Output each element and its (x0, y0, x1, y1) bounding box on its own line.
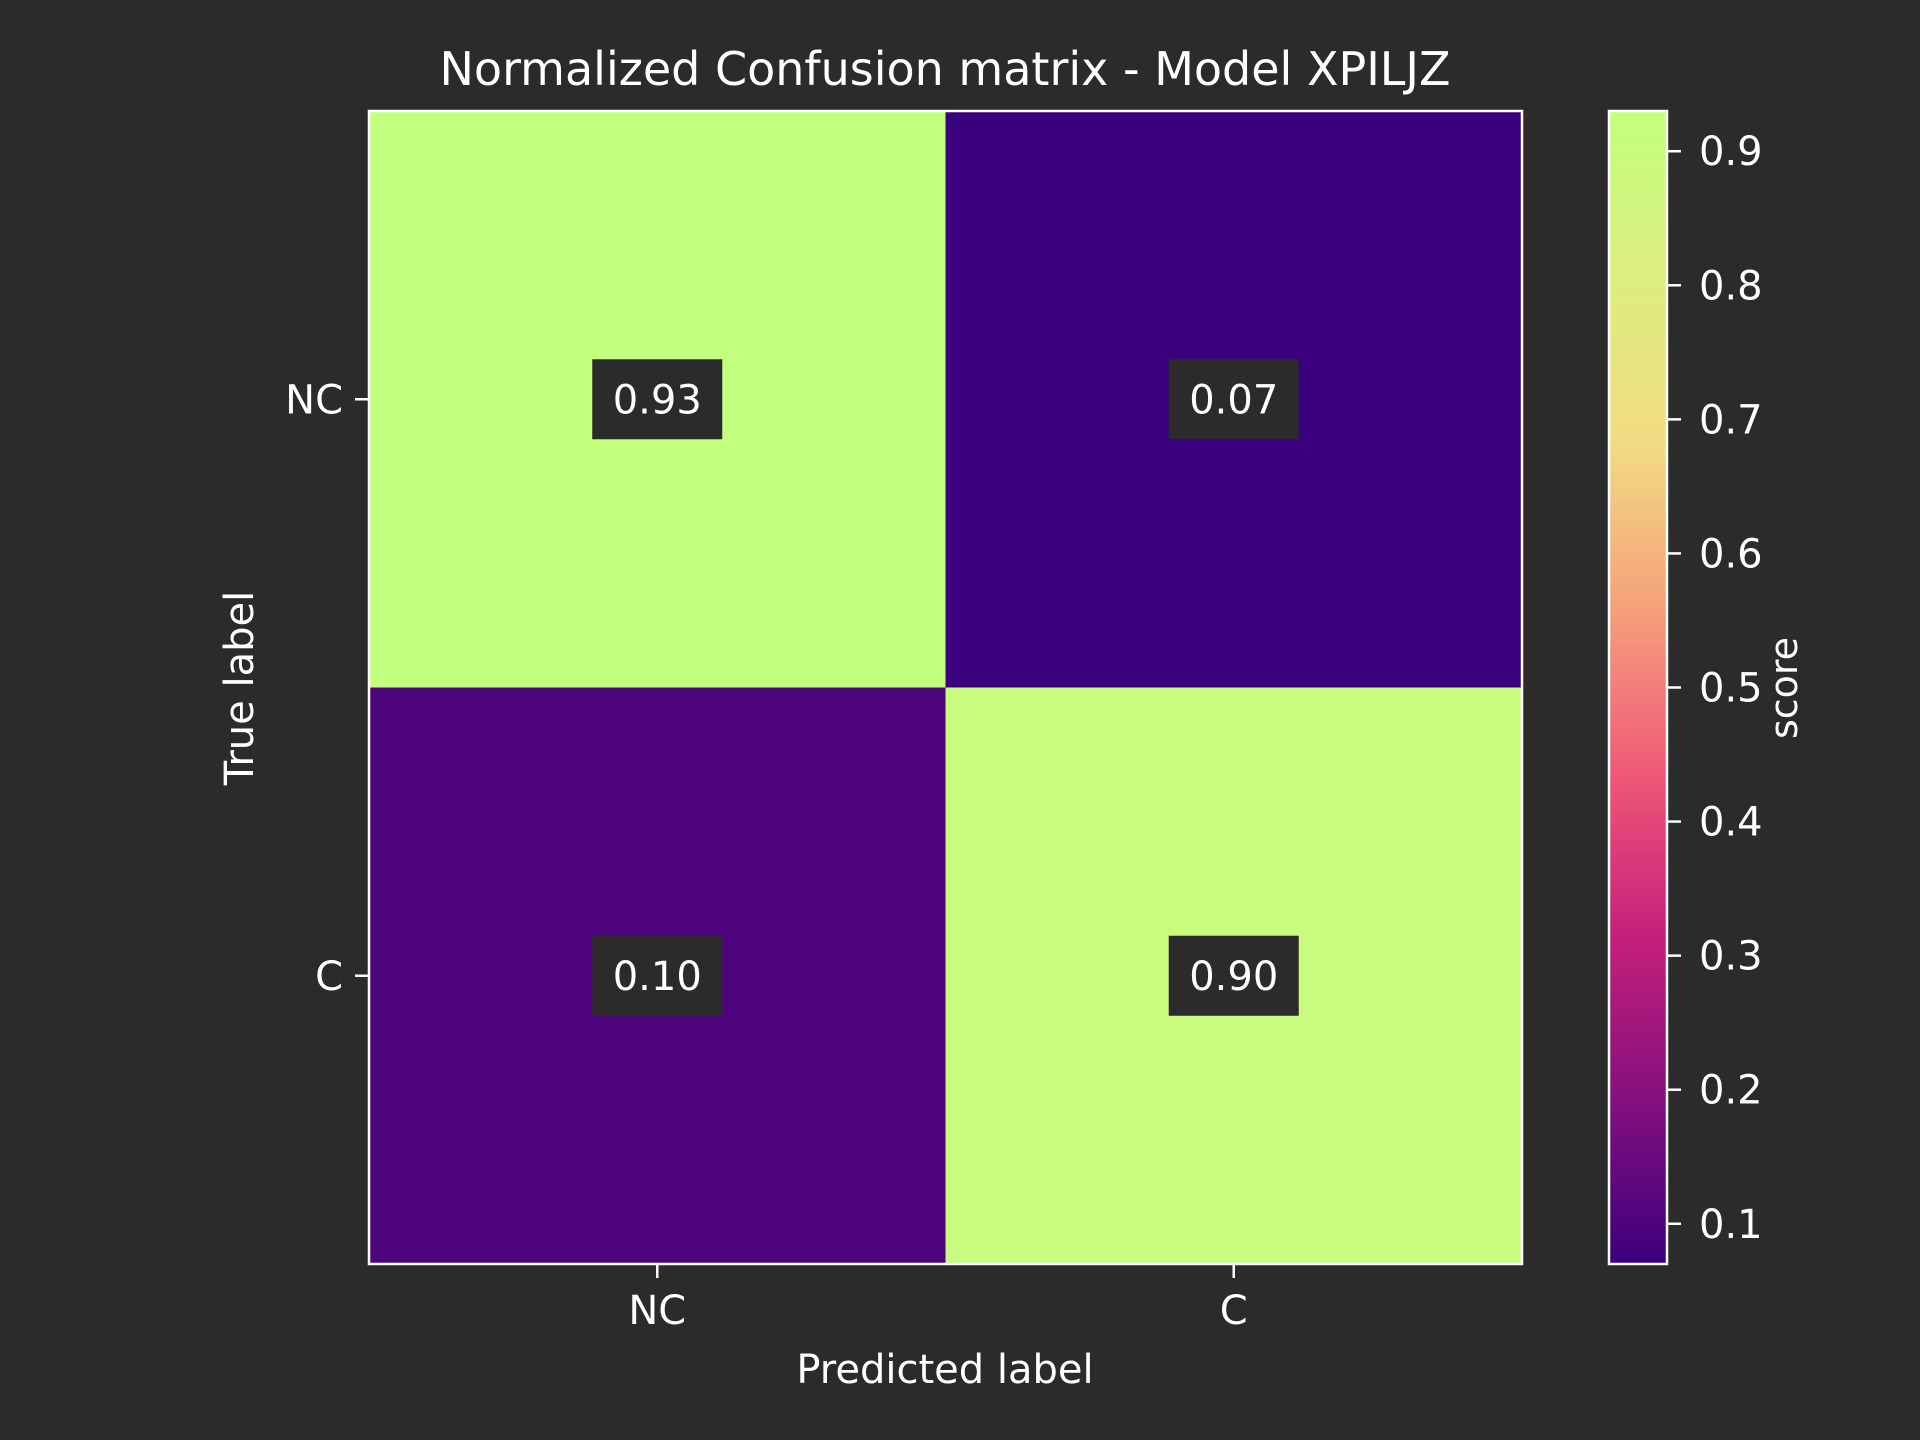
colorbar-tick-label: 0.9 (1699, 129, 1763, 175)
colorbar-tick-label: 0.5 (1699, 666, 1763, 712)
heatmap-cells (369, 111, 1522, 1264)
colorbar-tick-label: 0.2 (1699, 1068, 1763, 1114)
y-tick-label: C (315, 954, 343, 1000)
x-tick-label: C (1220, 1288, 1248, 1334)
cell-value-label: 0.07 (1189, 377, 1278, 423)
y-tick-label: NC (285, 377, 343, 423)
colorbar-tick-label: 0.8 (1699, 263, 1763, 309)
colorbar-tick-label: 0.1 (1699, 1202, 1763, 1248)
colorbar-label: score (1762, 637, 1806, 739)
value-label-box (592, 359, 723, 440)
chart-title: Normalized Confusion matrix - Model XPIL… (440, 42, 1451, 96)
cell-value-label: 0.90 (1189, 954, 1278, 1000)
y-axis-label: True label (217, 591, 263, 786)
colorbar-tick-label: 0.4 (1699, 800, 1763, 846)
colorbar (1607, 109, 1669, 1266)
value-label-box (1168, 935, 1299, 1016)
cell-value-label: 0.10 (613, 954, 702, 1000)
colorbar-tick-label: 0.7 (1699, 397, 1763, 443)
colorbar-ticks: 0.1 0.2 0.3 0.4 0.5 0.6 0.7 0.8 0.9 (1667, 129, 1763, 1248)
value-label-box (592, 935, 723, 1016)
x-axis-ticks: NC C (628, 1264, 1248, 1334)
x-axis-label: Predicted label (796, 1347, 1093, 1393)
heatmap-value-labels: 0.93 0.07 0.10 0.90 (592, 359, 1299, 1016)
colorbar-tick-label: 0.3 (1699, 934, 1763, 980)
x-tick-label: NC (628, 1288, 686, 1334)
value-label-box (1168, 359, 1299, 440)
y-axis-ticks: NC C (285, 377, 369, 1000)
colorbar-tick-label: 0.6 (1699, 531, 1763, 577)
cell-value-label: 0.93 (613, 377, 702, 423)
plot-frame (367, 109, 1524, 1266)
